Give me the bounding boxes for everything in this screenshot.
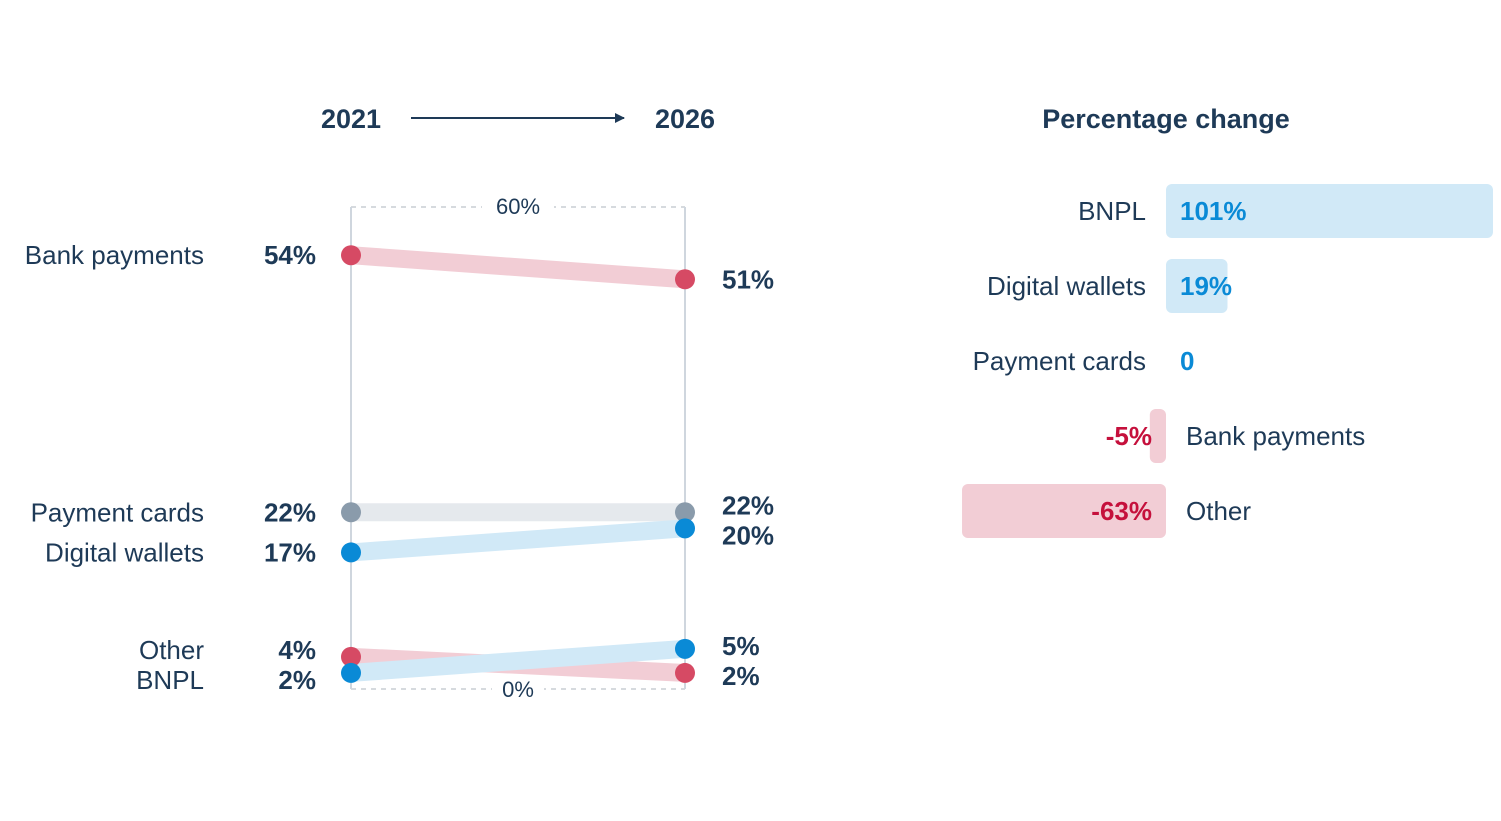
value-2026-other: 2% xyxy=(722,661,760,691)
category-label-bnpl: BNPL xyxy=(136,665,204,695)
value-2021-digital-wallets: 17% xyxy=(264,537,316,567)
dot-2021-digital-wallets xyxy=(341,542,361,563)
value-2026-bnpl: 5% xyxy=(722,631,760,661)
change-bar-bnpl xyxy=(1166,184,1493,238)
value-2021-bank-payments: 54% xyxy=(264,240,316,270)
change-bar-digital-wallets xyxy=(1166,259,1228,313)
change-value-other: -63% xyxy=(1091,496,1152,526)
dot-2026-bnpl xyxy=(675,638,695,659)
category-label-payment-cards: Payment cards xyxy=(31,497,204,527)
value-2021-bnpl: 2% xyxy=(278,665,316,695)
category-label-other: Other xyxy=(139,635,204,665)
change-category-other: Other xyxy=(1186,496,1251,526)
change-bar-bank-payments xyxy=(1149,409,1166,463)
slope-title-left: 2021 xyxy=(321,104,381,134)
value-2026-payment-cards: 22% xyxy=(722,490,774,520)
value-2026-bank-payments: 51% xyxy=(722,264,774,294)
dot-2026-payment-cards xyxy=(675,502,695,523)
dot-2021-other xyxy=(341,646,361,667)
change-value-bnpl: 101% xyxy=(1180,196,1247,226)
bottom-label-bg xyxy=(492,678,544,704)
change-value-payment-cards: 0 xyxy=(1180,346,1194,376)
slope-line-bank-payments xyxy=(350,246,686,289)
change-category-digital-wallets: Digital wallets xyxy=(987,271,1146,301)
change-category-payment-cards: Payment cards xyxy=(973,346,1146,376)
change-value-bank-payments: -5% xyxy=(1106,421,1152,451)
change-category-bank-payments: Bank payments xyxy=(1186,421,1365,451)
change-bar-other xyxy=(962,484,1166,538)
value-2021-other: 4% xyxy=(278,635,316,665)
top-label-bg xyxy=(482,192,554,220)
dot-2021-bank-payments xyxy=(341,245,361,266)
slope-line-digital-wallets xyxy=(350,519,686,562)
dot-2026-bank-payments xyxy=(675,269,695,290)
slope-title-right: 2026 xyxy=(655,104,715,134)
slope-line-bnpl xyxy=(350,639,686,682)
dot-2021-bnpl xyxy=(341,662,361,683)
change-category-bnpl: BNPL xyxy=(1078,196,1146,226)
change-value-digital-wallets: 19% xyxy=(1180,271,1232,301)
bottom-axis-label: 0% xyxy=(502,677,534,702)
dot-2026-digital-wallets xyxy=(675,518,695,539)
dot-2026-other xyxy=(675,662,695,683)
value-2026-digital-wallets: 20% xyxy=(722,520,774,550)
dot-2021-payment-cards xyxy=(341,502,361,523)
value-2021-payment-cards: 22% xyxy=(264,497,316,527)
top-axis-label: 60% xyxy=(496,194,540,219)
category-label-bank-payments: Bank payments xyxy=(25,240,204,270)
category-label-digital-wallets: Digital wallets xyxy=(45,537,204,567)
bar-chart-title: Percentage change xyxy=(1042,104,1290,134)
